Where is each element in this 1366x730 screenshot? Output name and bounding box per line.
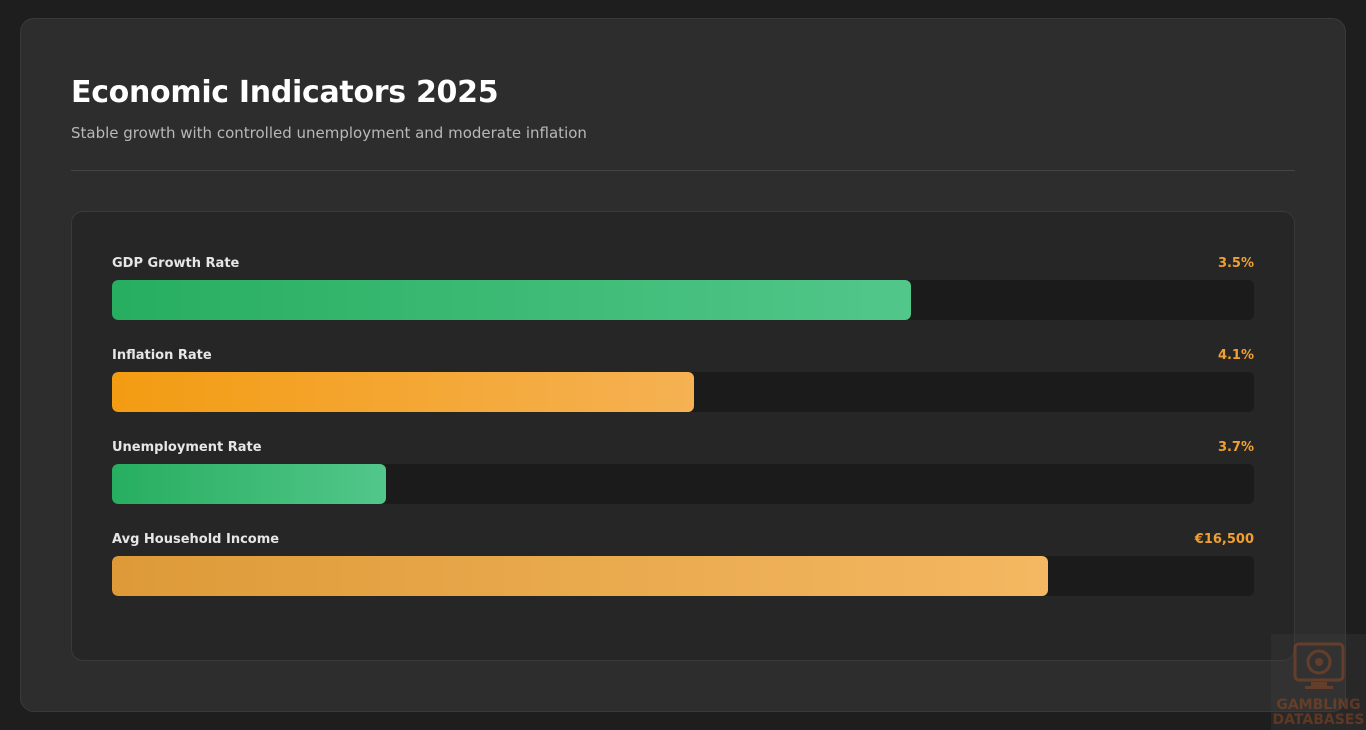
indicator-value: 4.1% (1217, 348, 1254, 363)
progress-track (112, 464, 1254, 504)
progress-track (112, 556, 1254, 596)
indicator-label: Unemployment Rate (112, 440, 262, 455)
indicator-label: Avg Household Income (112, 532, 280, 547)
indicators-card: Economic Indicators 2025 Stable growth w… (20, 18, 1346, 712)
indicator-label: Inflation Rate (112, 348, 212, 363)
indicator-inflation: Inflation Rate 4.1% (112, 348, 1254, 418)
indicator-label: GDP Growth Rate (112, 256, 240, 271)
indicator-unemployment: Unemployment Rate 3.7% (112, 440, 1254, 510)
progress-fill (112, 464, 387, 504)
indicator-value: 3.7% (1217, 440, 1254, 455)
progress-fill (112, 556, 1049, 596)
monitor-chip-icon (1293, 642, 1345, 689)
indicator-value: 3.5% (1217, 256, 1254, 271)
page-title: Economic Indicators 2025 (71, 75, 499, 110)
progress-fill (112, 372, 695, 412)
watermark-text-1: GAMBLING (1276, 697, 1361, 713)
watermark-text-2: DATABASES (1272, 712, 1365, 728)
header-divider (71, 170, 1295, 171)
progress-fill (112, 280, 912, 320)
progress-track (112, 280, 1254, 320)
page-subtitle: Stable growth with controlled unemployme… (71, 124, 587, 142)
indicator-value: €16,500 (1194, 532, 1254, 547)
progress-track (112, 372, 1254, 412)
indicators-panel: GDP Growth Rate 3.5% Inflation Rate 4.1%… (71, 211, 1295, 661)
watermark-logo: GAMBLING DATABASES (1271, 634, 1366, 730)
indicator-gdp-growth: GDP Growth Rate 3.5% (112, 256, 1254, 326)
indicator-household-income: Avg Household Income €16,500 (112, 532, 1254, 602)
